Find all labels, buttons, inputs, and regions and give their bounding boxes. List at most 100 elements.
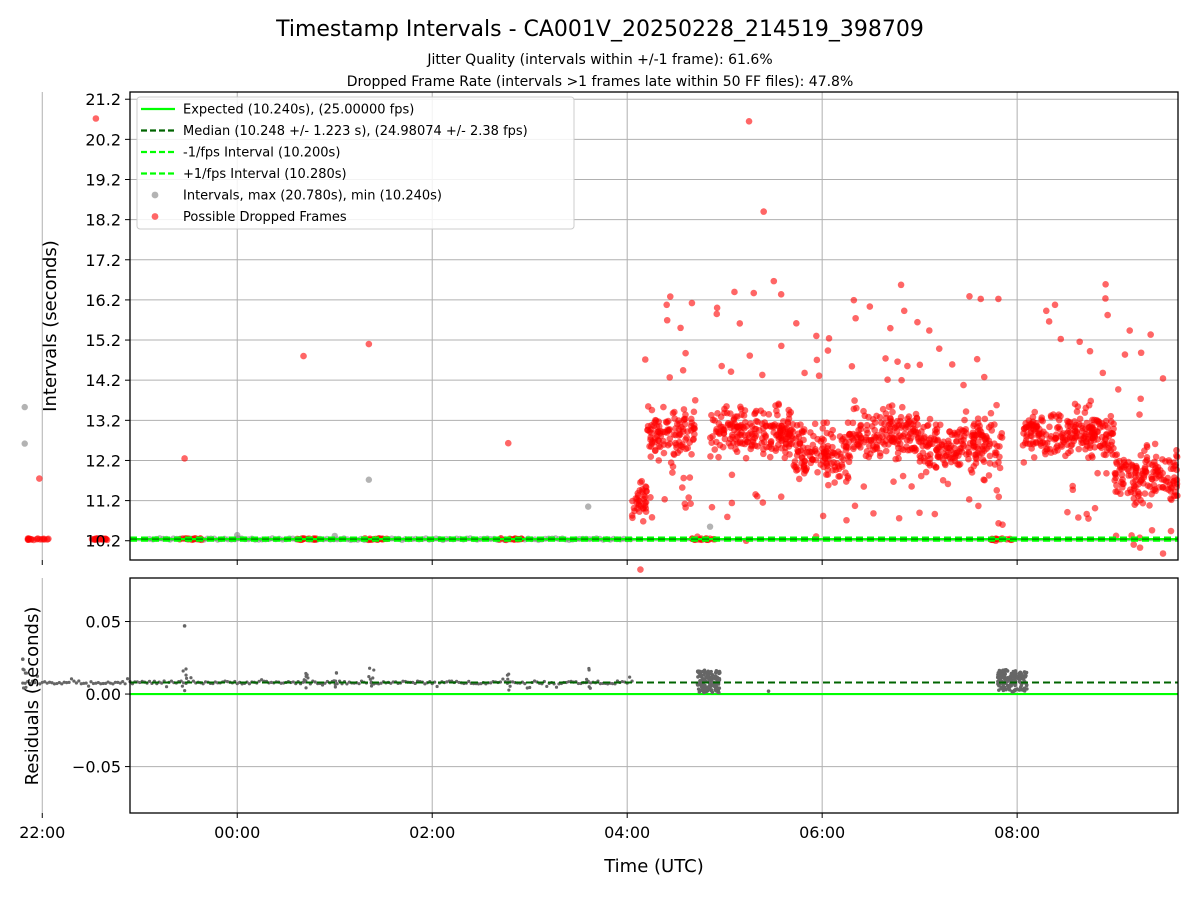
dropped-frame-point [882,355,889,362]
dropped-frame-point [1167,527,1175,535]
residual-outlier-point [182,624,187,628]
residual-point [435,684,439,689]
dropped-frame-point [778,342,785,350]
residual-point [106,680,110,684]
residual-point [302,678,306,682]
dropped-frame-point [857,422,864,430]
dropped-frame-point [1139,470,1146,478]
dropped-frame-point [914,421,921,428]
dropped-frame-point [765,411,773,418]
residuals-x-tick-label: 04:00 [604,823,650,842]
residual-point [584,677,589,682]
dropped-frame-point [1075,445,1083,453]
dropped-frame-point [770,277,778,285]
dropped-frame-point [995,295,1002,303]
dropped-frame-point [1137,451,1145,459]
intervals-y-tick-label: 17.2 [85,251,121,270]
dropped-frame-point [1173,453,1181,461]
dropped-frame-point [1107,418,1115,425]
dropped-frame-point [731,288,738,296]
residual-outlier-point [766,689,771,693]
dropped-frame-point [887,420,894,428]
dropped-frame-point [754,418,761,426]
dropped-frame-point [793,320,800,327]
dropped-frame-point [1112,452,1119,459]
dropped-frame-point [1136,544,1144,551]
intervals-y-tick-label: 14.2 [85,371,121,390]
dropped-frame-point [1085,515,1092,522]
dropped-frame-point [760,450,767,458]
residual-point [457,680,461,685]
dropped-frame-point [935,345,943,352]
dropped-frame-point [800,465,808,473]
residual-point [1017,677,1022,681]
dropped-frame-point [918,428,925,435]
residual-point [26,680,30,684]
residual-point [334,671,339,675]
residual-point [125,677,130,681]
dropped-frame-point [779,426,787,434]
dropped-frame-point [759,499,767,506]
dropped-frame-point [1167,495,1174,502]
dropped-frame-point [1172,492,1179,499]
residual-point [74,681,78,685]
residual-point [118,681,122,685]
dropped-frame-point [862,452,870,460]
dropped-frame-point [1148,526,1156,534]
residual-point [260,678,264,682]
residual-point [997,676,1001,681]
dropped-frame-point [647,453,655,461]
dropped-frame-point [1068,441,1076,448]
dropped-frame-point [1111,477,1118,484]
dropped-frame-point [983,434,991,442]
dropped-frame-outlier-point [92,115,100,122]
residual-point [40,680,44,685]
dropped-frame-point [1032,438,1040,446]
dropped-frame-point [1027,426,1035,434]
interval-outlier-point [21,403,28,411]
residual-point [628,675,632,679]
dropped-frame-point [760,410,767,417]
dropped-frame-point [728,420,735,428]
dropped-frame-point [754,442,761,450]
dropped-frame-point [1045,318,1053,325]
intervals-y-tick-label: 12.2 [85,451,121,470]
dropped-frame-point [906,437,914,444]
interval-outlier-point [365,476,373,483]
dropped-frame-point [981,415,989,423]
residual-point [79,682,83,686]
dropped-frame-point [1085,454,1092,461]
residual-point [184,676,189,680]
residual-point [1012,688,1017,693]
dropped-frame-point [852,314,859,322]
dropped-frame-point [24,535,32,542]
dropped-frame-point [1053,444,1060,451]
residual-point [367,675,371,679]
dropped-frame-point [849,419,857,427]
dropped-frame-point [906,446,914,454]
dropped-frame-point [819,425,827,432]
dropped-frame-point [925,327,933,334]
residual-point [501,677,505,681]
residual-point [489,681,493,685]
dropped-frame-point [820,419,827,427]
residual-point [28,681,32,686]
dropped-frame-point [670,450,677,458]
dropped-frame-point [669,469,676,476]
dropped-frame-outlier-point [365,340,373,348]
residual-point [610,682,615,686]
dropped-frame-point [924,421,932,429]
dropped-frame-point [1071,433,1079,440]
dropped-frame-point [733,448,741,456]
dropped-frame-point [932,421,940,428]
dropped-frame-point [44,536,51,543]
legend-label: Expected (10.240s), (25.00000 fps) [183,103,414,118]
residual-point [50,681,54,685]
dropped-frame-point [1137,349,1145,357]
residual-point [121,680,125,684]
residual-point [369,684,374,688]
dropped-frame-point [1126,327,1134,334]
dropped-frame-point [639,486,646,493]
residual-point [423,682,427,686]
